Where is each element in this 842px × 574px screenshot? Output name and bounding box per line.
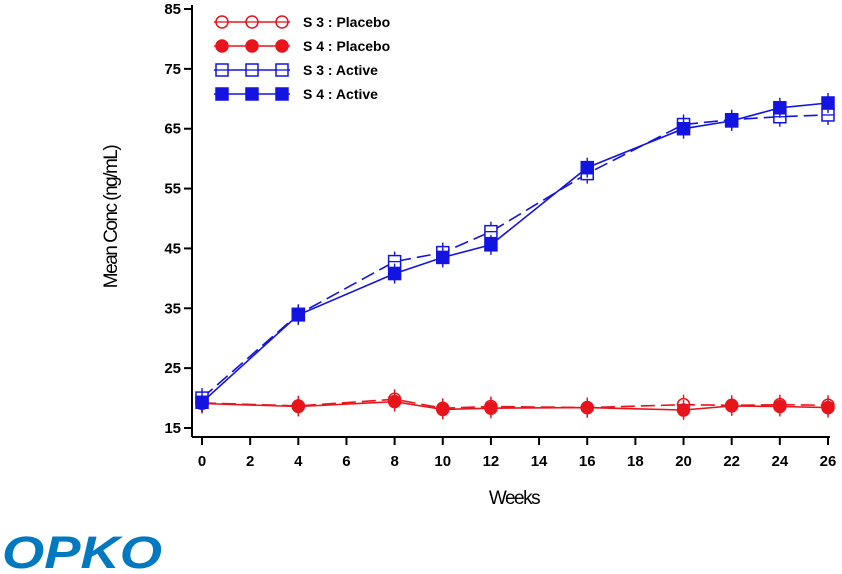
legend: S 3 : Placebo S 4 : Placebo S 3 : Active S …: [214, 14, 390, 102]
x-tick-label: 8: [390, 453, 398, 470]
series-layer: [195, 92, 835, 421]
data-point: [724, 114, 739, 128]
y-tick-label: 65: [164, 121, 181, 138]
data-point: [773, 399, 787, 414]
y-tick-label: 55: [164, 181, 181, 198]
legend-item-2: S 4 : Placebo: [214, 38, 390, 54]
legend-label: S 3 : Placebo: [303, 14, 390, 30]
legend-marker: [215, 87, 229, 101]
legend-marker: [245, 87, 259, 101]
legend-label: S 4 : Active: [303, 86, 378, 102]
x-tick-label: 0: [198, 453, 206, 470]
series-2: [195, 391, 835, 421]
y-tick-label: 75: [164, 61, 181, 78]
legend-marker: [275, 87, 289, 101]
y-tick-label: 25: [164, 360, 181, 377]
legend-marker: [275, 39, 289, 53]
y-tick-label: 85: [164, 1, 181, 18]
x-tick-label: 20: [675, 453, 692, 470]
y-axis-title: Mean Conc (ng/mL): [101, 145, 122, 289]
y-tick-label: 15: [164, 420, 181, 437]
x-tick-label: 26: [820, 453, 837, 470]
legend-label: S 4 : Placebo: [303, 38, 390, 54]
x-tick-label: 14: [531, 453, 548, 470]
legend-item-1: S 3 : Placebo: [214, 14, 390, 30]
data-point: [773, 101, 787, 115]
series-4: [195, 92, 835, 413]
x-axis-title: Weeks: [489, 488, 540, 509]
legend-item-4: S 4 : Active: [214, 86, 378, 102]
opko-logo: OPKO: [2, 528, 162, 574]
data-point: [291, 308, 306, 322]
series-1: [195, 389, 835, 419]
series-3: [195, 104, 835, 409]
data-point: [676, 121, 691, 136]
data-point: [484, 238, 498, 252]
x-tick-label: 16: [579, 453, 596, 470]
x-tick-label: 24: [772, 453, 789, 470]
data-point: [195, 395, 209, 410]
y-tick-label: 45: [164, 240, 181, 257]
data-point: [436, 402, 450, 417]
x-tick-label: 12: [483, 453, 500, 470]
data-point: [291, 399, 306, 414]
x-tick-label: 18: [627, 453, 644, 470]
series-line: [201, 102, 829, 403]
data-point: [821, 400, 835, 415]
data-point: [821, 96, 835, 110]
x-tick-label: 22: [723, 453, 740, 470]
x-tick-label: 6: [342, 453, 350, 470]
data-point: [724, 399, 739, 413]
legend-label: S 3 : Active: [303, 62, 378, 78]
legend-marker: [215, 39, 229, 53]
data-point: [580, 400, 594, 415]
legend-item-3: S 3 : Active: [214, 62, 378, 78]
data-point: [387, 394, 402, 409]
x-tick-label: 4: [294, 453, 303, 470]
y-tick-label: 35: [164, 300, 181, 317]
data-point: [676, 403, 691, 417]
logo-text: OPKO: [2, 528, 162, 574]
series-line: [201, 114, 829, 399]
data-point: [436, 250, 450, 265]
series-line: [201, 400, 829, 411]
data-point: [484, 401, 498, 415]
legend-marker: [245, 39, 259, 53]
x-tick-label: 2: [246, 453, 254, 470]
series-line: [201, 398, 829, 410]
data-point: [387, 266, 402, 281]
x-tick-label: 10: [434, 453, 451, 470]
data-point: [580, 160, 594, 175]
